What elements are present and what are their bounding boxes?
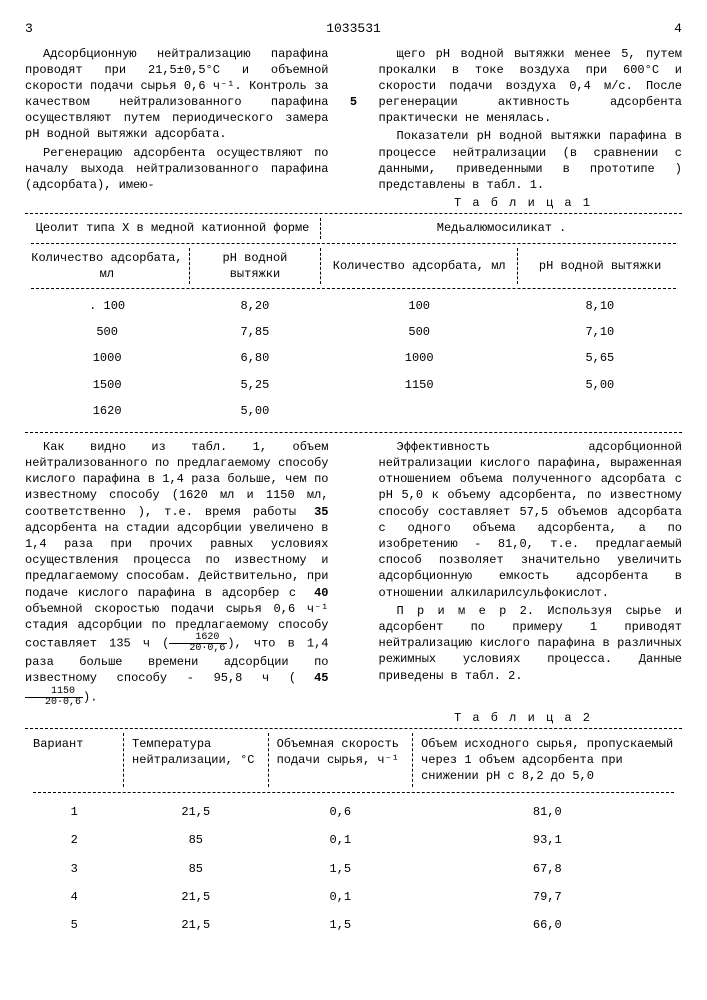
table-cell: 5,25	[189, 372, 320, 398]
group-header-2: Медьалюмосиликат .	[321, 218, 682, 238]
table-1: Цеолит типа X в медной катионной форме М…	[25, 218, 682, 424]
table-cell: 1500	[25, 372, 189, 398]
table-row: 121,50,681,0	[25, 798, 682, 826]
table-row: . 1008,201008,10	[25, 293, 682, 319]
table-cell	[518, 398, 682, 424]
table-cell: 0,6	[268, 798, 413, 826]
table-cell: 3	[25, 855, 124, 883]
table-cell: 500	[25, 319, 189, 345]
table-cell: 85	[124, 826, 269, 854]
table-cell: 21,5	[124, 798, 269, 826]
fraction-1: 162020·0,6	[169, 633, 227, 654]
col-header: Объемная скорость подачи сырья, ч⁻¹	[268, 733, 413, 788]
table-cell: 1	[25, 798, 124, 826]
divider	[25, 213, 682, 214]
table-cell: 5,00	[189, 398, 320, 424]
table-cell: 1000	[25, 345, 189, 371]
table-row: 2850,193,1	[25, 826, 682, 854]
page-header: 3 1033531 4	[25, 20, 682, 38]
table-cell: 93,1	[413, 826, 682, 854]
text-block-2: Как видно из табл. 1, объем нейтрализова…	[25, 439, 682, 710]
table-cell: 7,10	[518, 319, 682, 345]
col-header: Количество адсорбата, мл	[321, 248, 518, 284]
group-header-1: Цеолит типа X в медной катионной форме	[25, 218, 321, 238]
table-cell: 100	[321, 293, 518, 319]
column-left-2: Как видно из табл. 1, объем нейтрализова…	[25, 439, 329, 710]
table-cell: 0,1	[268, 826, 413, 854]
table-header-row: Количество адсорбата, мл pH водной вытяж…	[25, 248, 682, 284]
table-cell: 79,7	[413, 883, 682, 911]
table-cell: 1150	[321, 372, 518, 398]
col-header: Количество адсорбата, мл	[25, 248, 189, 284]
fraction-2: 115020·0,6	[25, 687, 83, 708]
table-row: 421,50,179,7	[25, 883, 682, 911]
table-row: 10006,8010005,65	[25, 345, 682, 371]
table-cell: 81,0	[413, 798, 682, 826]
table-2: Вариант Температура нейтрализации, °С Об…	[25, 733, 682, 940]
table-cell: 2	[25, 826, 124, 854]
column-right-2: Эффективность адсорбционной нейтрализаци…	[379, 439, 683, 710]
table-cell: 6,80	[189, 345, 320, 371]
doc-number: 1033531	[326, 20, 381, 38]
table1-title: Т а б л и ц а 1	[25, 195, 592, 211]
table-cell: 4	[25, 883, 124, 911]
table-header-row: Вариант Температура нейтрализации, °С Об…	[25, 733, 682, 788]
paragraph: Регенерацию адсорбента осуществляют по н…	[25, 145, 329, 194]
table-cell: 1620	[25, 398, 189, 424]
table-row: 5007,855007,10	[25, 319, 682, 345]
table-cell: 21,5	[124, 883, 269, 911]
col-header: Температура нейтрализации, °С	[124, 733, 269, 788]
table-header-group: Цеолит типа X в медной катионной форме М…	[25, 218, 682, 238]
table-cell: 66,0	[413, 911, 682, 939]
table-cell: 0,1	[268, 883, 413, 911]
line-number-col	[344, 439, 364, 710]
paragraph: Как видно из табл. 1, объем нейтрализова…	[25, 439, 329, 708]
table-cell: 21,5	[124, 911, 269, 939]
column-right-1: щего pH водной вытяжки менее 5, путем пр…	[379, 46, 683, 196]
table-cell: 67,8	[413, 855, 682, 883]
divider	[25, 432, 682, 433]
col-header: pH водной вытяжки	[189, 248, 320, 284]
col-header: Объем исходного сырья, пропускаемый чере…	[413, 733, 682, 788]
table-cell: 85	[124, 855, 269, 883]
table-cell: 1,5	[268, 855, 413, 883]
paragraph: Показатели pH водной вытяжки парафина в …	[379, 128, 683, 193]
divider	[25, 728, 682, 729]
paragraph: Адсорбционную нейтрализацию парафина про…	[25, 46, 329, 143]
table-row: 15005,2511505,00	[25, 372, 682, 398]
table-cell: 7,85	[189, 319, 320, 345]
page-num-left: 3	[25, 20, 33, 38]
table-cell: 5,00	[518, 372, 682, 398]
table-cell: 1000	[321, 345, 518, 371]
table-cell: 8,10	[518, 293, 682, 319]
table-cell: 5,65	[518, 345, 682, 371]
table-cell: . 100	[25, 293, 189, 319]
page-num-right: 4	[674, 20, 682, 38]
column-left-1: Адсорбционную нейтрализацию парафина про…	[25, 46, 329, 196]
paragraph: щего pH водной вытяжки менее 5, путем пр…	[379, 46, 683, 127]
col-header: Вариант	[25, 733, 124, 788]
table-cell: 8,20	[189, 293, 320, 319]
table-cell: 5	[25, 911, 124, 939]
table-cell: 1,5	[268, 911, 413, 939]
text-block-1: Адсорбционную нейтрализацию парафина про…	[25, 46, 682, 196]
line-number: 5	[344, 46, 364, 196]
table2-title: Т а б л и ц а 2	[25, 710, 592, 726]
table-row: 3851,567,8	[25, 855, 682, 883]
table-row: 521,51,566,0	[25, 911, 682, 939]
table-row: 16205,00	[25, 398, 682, 424]
paragraph: Эффективность адсорбционной нейтрализаци…	[379, 439, 683, 601]
table-cell	[321, 398, 518, 424]
col-header: pH водной вытяжки	[518, 248, 682, 284]
paragraph: П р и м е р 2. Используя сырье и адсорбе…	[379, 603, 683, 684]
table-cell: 500	[321, 319, 518, 345]
